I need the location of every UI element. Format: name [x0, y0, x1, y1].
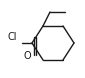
- Text: Cl: Cl: [7, 32, 16, 42]
- Text: O: O: [23, 51, 31, 61]
